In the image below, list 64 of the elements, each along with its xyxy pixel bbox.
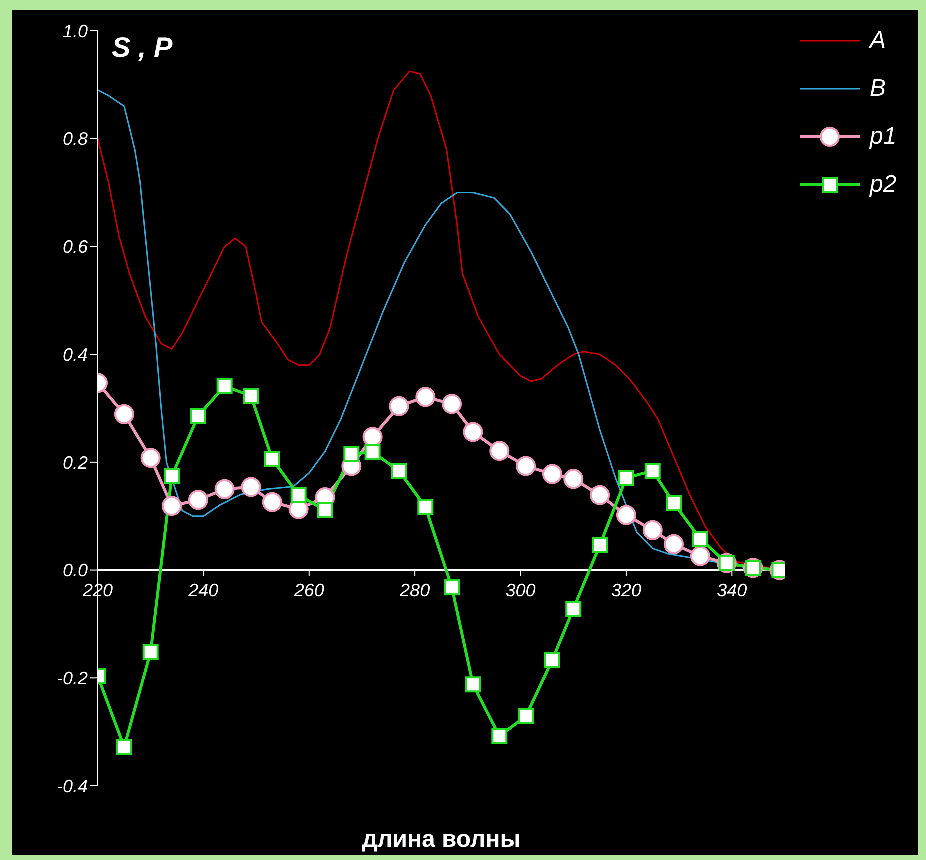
y-tick-label: 0.2 <box>62 452 88 473</box>
point <box>664 534 684 554</box>
point <box>692 531 708 548</box>
point <box>317 502 334 518</box>
point <box>389 396 410 416</box>
y-tick-label: -0.4 <box>56 776 88 796</box>
point <box>666 495 682 512</box>
point <box>465 676 482 693</box>
point <box>518 708 534 724</box>
point <box>262 492 282 512</box>
point <box>492 728 508 744</box>
point <box>391 463 408 480</box>
point <box>243 388 260 404</box>
point <box>162 496 182 516</box>
point <box>142 644 159 660</box>
point <box>216 378 233 394</box>
point <box>542 464 562 484</box>
legend-label: B <box>870 75 886 103</box>
x-axis-title: длина волны <box>362 826 521 853</box>
point <box>290 487 307 504</box>
point <box>344 446 360 462</box>
point <box>444 580 460 596</box>
legend-label: A <box>870 27 886 55</box>
x-tick-label: 340 <box>717 580 748 600</box>
y-tick-label: 0.0 <box>62 560 88 581</box>
point <box>590 485 610 506</box>
point <box>188 490 208 510</box>
point <box>416 387 436 408</box>
x-tick-label: 280 <box>399 580 430 600</box>
point <box>544 652 560 668</box>
point <box>463 422 484 442</box>
point <box>442 394 462 414</box>
point <box>618 470 634 486</box>
point <box>564 469 584 490</box>
y-tick-label: 0.4 <box>62 344 88 365</box>
y-tick-label: 0.8 <box>62 129 88 150</box>
y-axis-title: S , P <box>112 32 174 63</box>
point <box>364 444 381 460</box>
point <box>690 546 710 566</box>
point <box>644 463 661 480</box>
point <box>190 408 206 424</box>
y-tick-label: 0.6 <box>62 237 89 258</box>
point <box>418 499 434 516</box>
point <box>490 441 510 462</box>
point <box>642 520 663 540</box>
x-tick-label: 300 <box>506 580 536 600</box>
legend-label: p1 <box>870 123 897 151</box>
point <box>592 537 608 554</box>
y-tick-label: -0.2 <box>56 668 88 689</box>
point <box>616 505 636 526</box>
point <box>164 468 180 484</box>
x-tick-label: 260 <box>293 580 324 600</box>
point <box>516 456 536 476</box>
point <box>114 404 134 424</box>
x-tick-label: 240 <box>188 580 219 600</box>
point <box>264 451 280 468</box>
y-tick-label: 1.0 <box>62 21 88 42</box>
x-tick-label: 320 <box>611 580 642 600</box>
point <box>566 601 582 618</box>
point <box>241 477 262 498</box>
point <box>116 739 132 756</box>
point <box>140 448 161 468</box>
legend-label: p2 <box>870 171 897 199</box>
point <box>214 479 235 500</box>
